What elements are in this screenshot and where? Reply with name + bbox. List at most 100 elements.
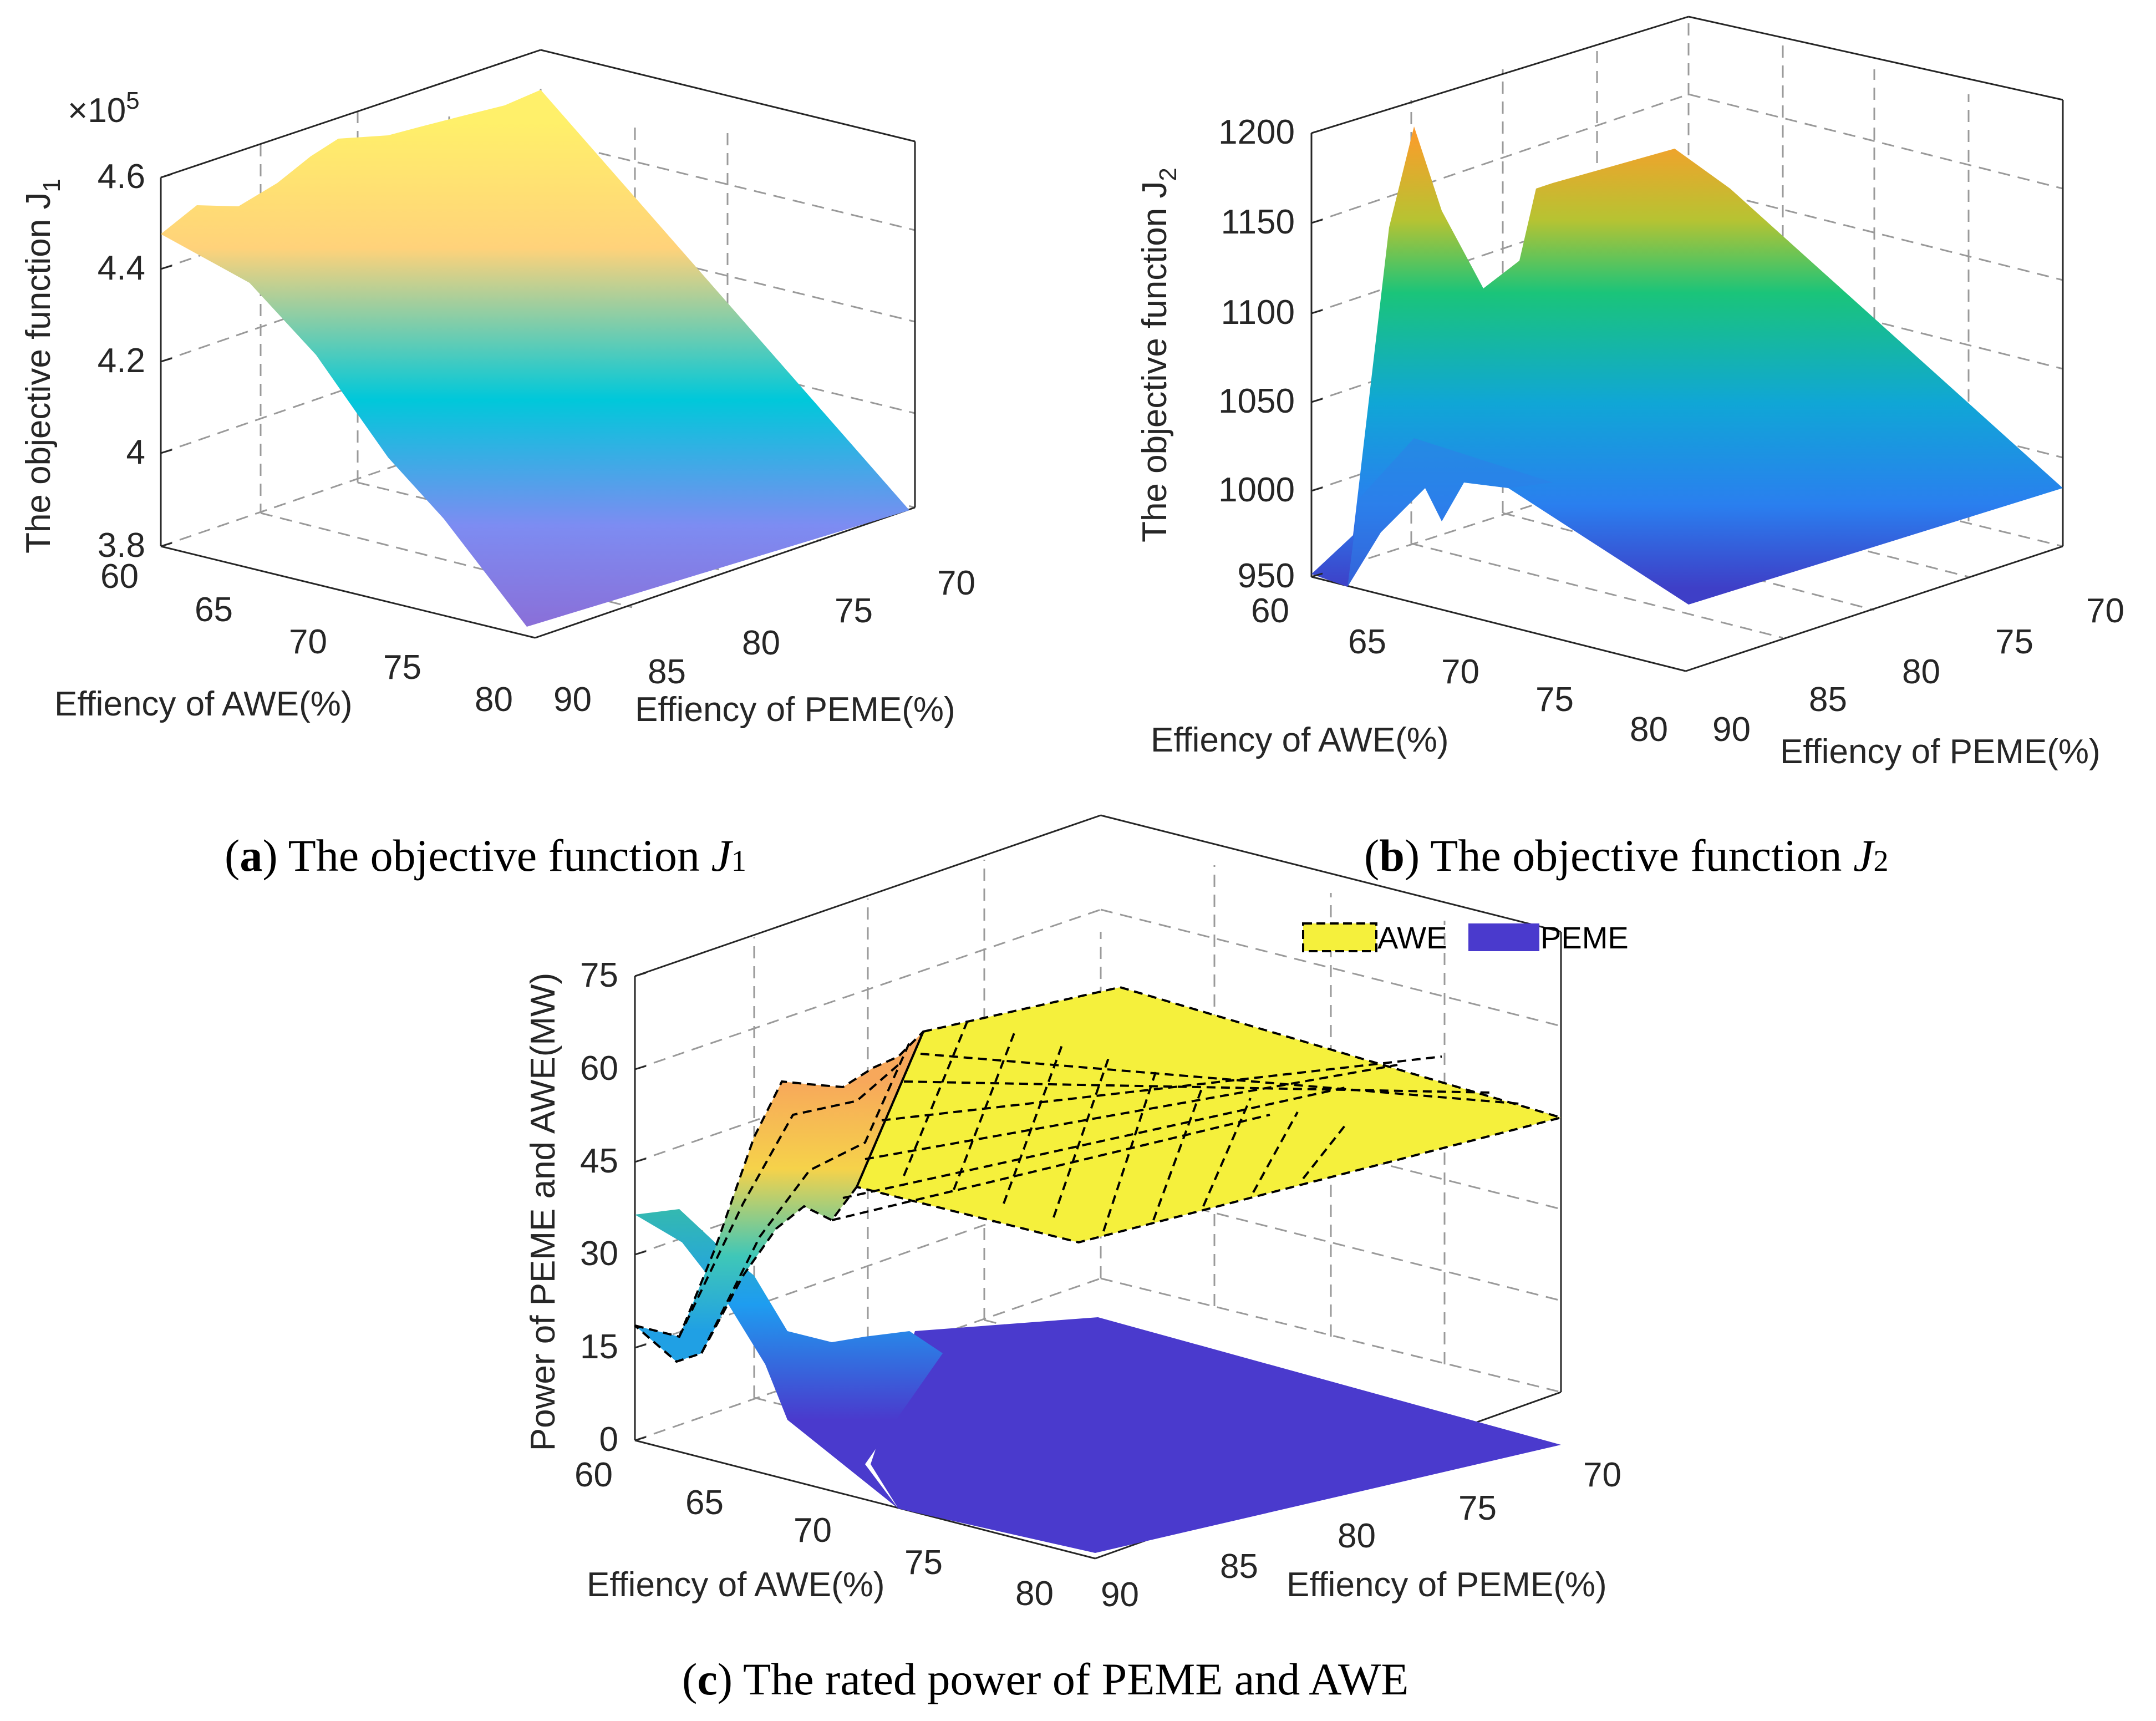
- panel-a-x-tick: 70: [289, 623, 327, 661]
- legend-awe-swatch: [1302, 922, 1377, 952]
- panel-a-caption-var: J: [711, 830, 733, 881]
- panel-b-y-tick: 85: [1809, 681, 1847, 719]
- panel-a-exponent-power: 5: [126, 87, 139, 114]
- panel-c-y-tick: 70: [1583, 1456, 1621, 1494]
- panel-c-y-tick: 85: [1220, 1547, 1258, 1586]
- panel-c-legend: AWE PEME: [1302, 920, 1629, 955]
- panel-b-x-tick: 70: [1441, 653, 1479, 691]
- panel-c-z-tick: 75: [580, 956, 618, 994]
- panel-c-x-ticks: 60 65 70 75 80: [574, 1456, 1054, 1613]
- panel-a-z-tick: 3.8: [98, 526, 145, 565]
- panel-a-z-label: The objective function J1: [19, 179, 65, 554]
- legend-peme-label: PEME: [1540, 920, 1629, 955]
- panel-a-z-label-text: The objective function J: [19, 192, 58, 554]
- panel-a-x-tick: 80: [475, 681, 513, 719]
- panel-c-y-tick: 75: [1458, 1489, 1497, 1527]
- panel-b-box: [1310, 16, 2064, 672]
- panel-c-x-tick: 75: [904, 1544, 943, 1582]
- panel-c-z-tick: 0: [599, 1420, 618, 1459]
- panel-b-surface-lower: [1347, 438, 1553, 587]
- panel-a-caption-sub: 1: [731, 844, 746, 877]
- panel-a-y-tick: 80: [742, 624, 780, 662]
- panel-a-y-tick: 85: [648, 653, 686, 691]
- panel-b-z-tick: 1050: [1218, 382, 1295, 420]
- panel-c-x-tick: 80: [1015, 1575, 1054, 1613]
- legend-peme-swatch: [1468, 923, 1539, 951]
- panel-c-x-label: Effiency of AWE(%): [587, 1566, 885, 1604]
- panel-b-x-tick: 65: [1348, 623, 1386, 661]
- panel-a-box: [160, 49, 916, 639]
- panel-c-z-ticks: 0 15 30 45 60 75: [580, 956, 647, 1459]
- panel-b-z-tick: 950: [1238, 557, 1295, 595]
- panel-b-caption-letter: b: [1379, 830, 1405, 881]
- panel-b-z-tick: 1000: [1218, 471, 1295, 509]
- awe-surface-flat: [855, 986, 1565, 1244]
- panel-b-y-tick: 90: [1712, 710, 1751, 749]
- panel-b: 950 1000 1050 1100 1150 1200 The objecti…: [1136, 16, 2124, 881]
- panel-a-caption: (a) The objective function J1: [225, 830, 746, 881]
- panel-a-y-ticks: 70 75 80 85 90: [553, 564, 975, 719]
- panel-b-y-label: Effiency of PEME(%): [1780, 733, 2101, 771]
- panel-c-z-label: Power of PEME and AWE(MW): [524, 973, 562, 1451]
- panel-b-x-tick: 80: [1630, 710, 1668, 749]
- svg-text:×105: ×105: [68, 87, 140, 130]
- panel-c-x-tick: 65: [685, 1484, 724, 1522]
- legend-awe-label: AWE: [1377, 920, 1447, 955]
- panel-a-z-tick: 4: [126, 433, 145, 471]
- peme-surface-floor: [871, 1317, 1561, 1553]
- peme-surface-slope: [635, 1209, 943, 1509]
- panel-b-z-ticks: 950 1000 1050 1100 1150 1200: [1218, 113, 1323, 595]
- panel-a-z-label-sub: 1: [38, 179, 65, 192]
- panel-c-z-tick: 15: [580, 1328, 618, 1366]
- panel-a-surface: [161, 90, 909, 627]
- panel-b-y-tick: 80: [1902, 653, 1940, 691]
- panel-c-z-tick: 30: [580, 1235, 618, 1273]
- panel-a-y-tick: 75: [835, 592, 873, 630]
- panel-a-z-ticks: 3.8 4 4.2 4.4 4.6: [98, 158, 172, 565]
- panel-b-z-label-text: The objective function J: [1136, 181, 1174, 542]
- panel-c: 0 15 30 45 60 75 Power of PEME and AWE(M…: [524, 814, 1629, 1704]
- panel-b-z-tick: 1150: [1221, 203, 1295, 241]
- panel-c-caption-text: The rated power of PEME and AWE: [733, 1654, 1408, 1704]
- panel-b-surface: [1311, 126, 2063, 605]
- panel-b-x-ticks: 60 65 70 75 80: [1251, 592, 1668, 749]
- panel-a-x-tick: 75: [383, 648, 421, 687]
- panel-c-z-tick: 45: [580, 1142, 618, 1180]
- awe-surface-slope: [634, 1030, 924, 1363]
- panel-b-z-label-sub: 2: [1155, 167, 1182, 181]
- panel-a-z-tick: 4.2: [98, 342, 145, 380]
- panel-b-z-tick: 1100: [1221, 293, 1295, 332]
- panel-a-exponent-base: ×10: [68, 92, 126, 130]
- awe-mesh-lines: [678, 1020, 1520, 1354]
- panel-a-x-ticks: 60 65 70 75 80: [100, 557, 513, 719]
- panel-b-z-tick: 1200: [1218, 113, 1295, 151]
- panel-a-x-tick: 60: [100, 557, 139, 596]
- panel-b-y-tick: 75: [1995, 623, 2033, 661]
- panel-a-z-tick: 4.4: [98, 249, 145, 287]
- panel-b-caption: (b) The objective function J2: [1364, 830, 1888, 881]
- panel-c-y-ticks: 70 75 80 85 90: [1101, 1456, 1621, 1614]
- panel-b-x-tick: 60: [1251, 592, 1289, 630]
- panel-a-caption-text: The objective function: [278, 830, 711, 881]
- panel-c-y-tick: 80: [1338, 1517, 1376, 1555]
- panel-c-z-tick: 60: [580, 1049, 618, 1088]
- panel-a-y-label: Effiency of PEME(%): [635, 691, 955, 729]
- panel-b-caption-var: J: [1853, 830, 1875, 881]
- panel-a-exponent: ×105: [68, 87, 140, 130]
- panel-a-y-tick: 70: [937, 564, 975, 602]
- panel-a-z-tick: 4.6: [98, 158, 145, 196]
- panel-c-caption-letter: c: [697, 1654, 717, 1704]
- panel-b-y-tick: 70: [2086, 592, 2124, 630]
- panel-a-caption-letter: a: [240, 830, 262, 881]
- panel-a: 3.8 4 4.2 4.4 4.6 ×105 The objective fun…: [19, 49, 975, 881]
- panel-b-y-ticks: 70 75 80 85 90: [1712, 592, 2124, 749]
- panel-c-x-tick: 60: [574, 1456, 613, 1494]
- panel-c-x-tick: 70: [794, 1511, 832, 1550]
- panel-b-caption-text: The objective function: [1420, 830, 1853, 881]
- panel-a-x-label: Effiency of AWE(%): [54, 685, 353, 723]
- panel-b-caption-sub: 2: [1873, 844, 1888, 877]
- panel-a-y-tick: 90: [553, 681, 592, 719]
- panel-b-x-label: Effiency of AWE(%): [1151, 721, 1449, 759]
- panel-a-x-tick: 65: [195, 591, 233, 629]
